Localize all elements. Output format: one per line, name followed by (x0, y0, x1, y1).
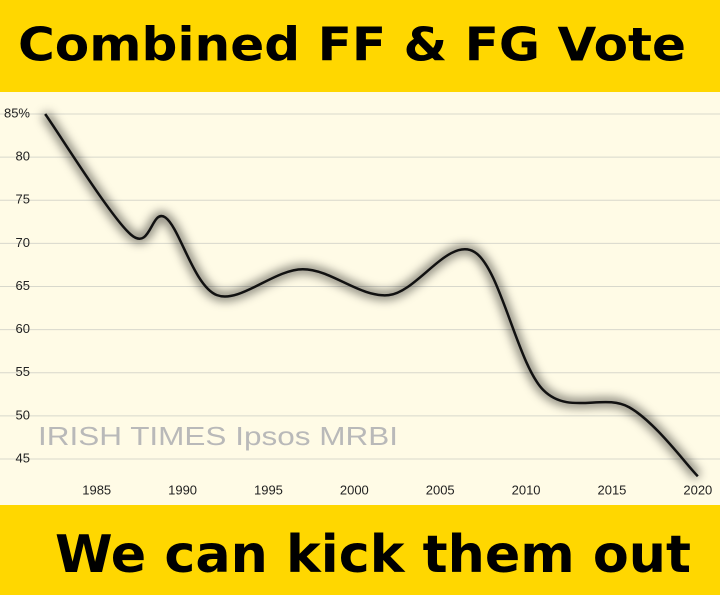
y-tick-label: 55 (16, 364, 30, 379)
plot-background (0, 92, 720, 505)
x-tick-label: 2020 (683, 482, 712, 497)
top-banner (0, 0, 720, 92)
y-tick-label: 75 (16, 192, 30, 207)
watermark: IRISH TIMES Ipsos MRBI (38, 421, 398, 451)
bottom-banner (0, 505, 720, 595)
x-tick-label: 2000 (340, 482, 369, 497)
x-tick-label: 2015 (597, 482, 626, 497)
x-tick-label: 2005 (426, 482, 455, 497)
x-tick-label: 1990 (168, 482, 197, 497)
y-tick-label: 85% (4, 105, 30, 120)
y-tick-label: 65 (16, 278, 30, 293)
y-tick-label: 45 (16, 450, 30, 465)
x-tick-label: 2010 (512, 482, 541, 497)
y-tick-label: 50 (16, 407, 30, 422)
x-tick-label: 1985 (82, 482, 111, 497)
y-tick-label: 70 (16, 235, 30, 250)
chart-title: Combined FF & FG Vote (18, 18, 686, 72)
caption: We can kick them out (55, 525, 691, 585)
y-tick-label: 80 (16, 149, 30, 164)
y-tick-label: 60 (16, 321, 30, 336)
line (44, 113, 699, 478)
x-tick-label: 1995 (254, 482, 283, 497)
